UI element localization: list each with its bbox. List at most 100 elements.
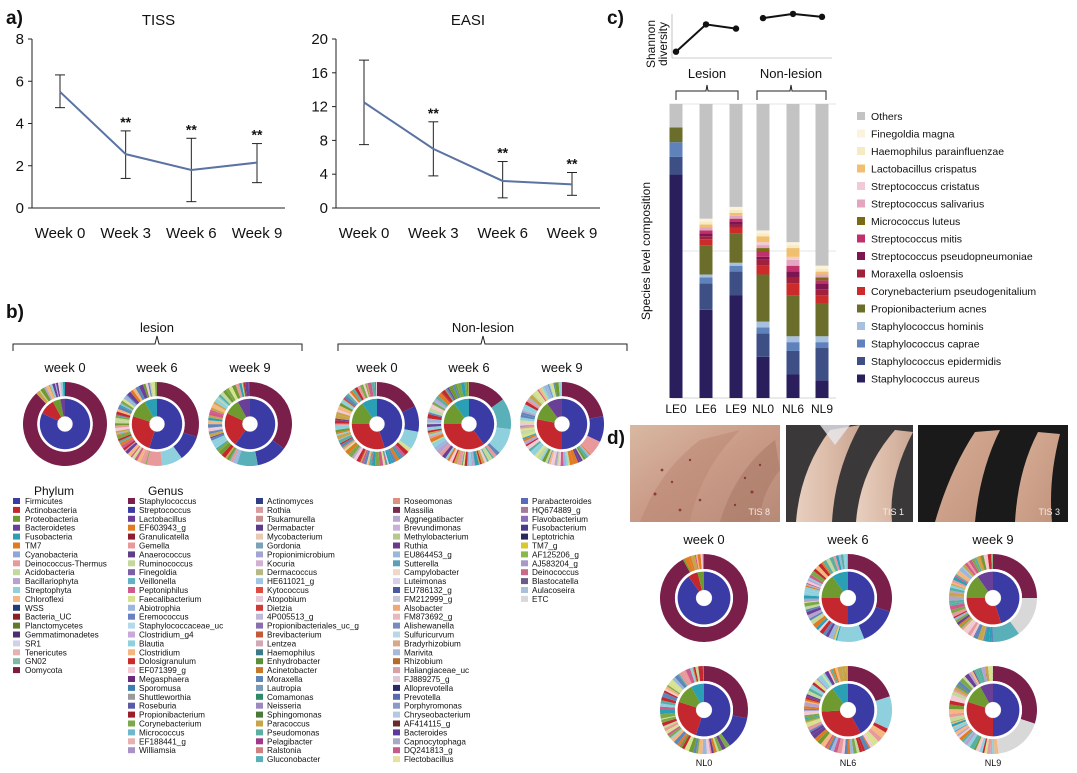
genus-segment (434, 398, 448, 409)
genus-segment (972, 670, 981, 685)
genus-segment (54, 382, 60, 398)
genus-segment (804, 592, 820, 597)
genus-legend-label: ETC (532, 595, 548, 604)
bar-segment (699, 236, 713, 240)
phylum-segment (677, 701, 702, 736)
genus-segment (441, 389, 453, 403)
donut-hole (695, 701, 713, 719)
genus-segment (959, 728, 973, 741)
legend-swatch (128, 604, 135, 611)
genus-segment (481, 448, 489, 462)
genus-segment (428, 412, 443, 418)
genus-segment (807, 578, 822, 587)
bar-segment (729, 218, 743, 222)
legend-swatch (13, 631, 20, 638)
genus-segment (818, 563, 831, 577)
genus-segment (950, 698, 965, 704)
genus-legend-label: FM873692_g (404, 613, 453, 622)
legend-swatch (256, 702, 263, 709)
genus-legend-label: Massilia (404, 506, 434, 515)
phylum-legend-label: TM7 (25, 542, 42, 551)
genus-segment (558, 382, 562, 397)
genus-legend-label: Capnocytophaga (404, 737, 466, 746)
y-tick-label: 4 (16, 116, 24, 133)
genus-segment (208, 424, 223, 428)
genus-segment (862, 733, 874, 748)
genus-segment (430, 404, 445, 414)
shannon-label-1: Shannon (644, 20, 658, 68)
genus-segment (208, 428, 223, 433)
genus-segment (125, 442, 138, 455)
genus-segment (572, 449, 581, 463)
genus-segment (375, 451, 380, 466)
legend-swatch (128, 515, 135, 522)
photo-score-2: TIS 1 (882, 507, 904, 517)
genus-segment (953, 689, 968, 698)
genus-segment (531, 393, 544, 405)
x-tick-label: LE9 (725, 402, 747, 416)
bar-segment (699, 218, 713, 222)
bar-segment (729, 206, 743, 210)
genus-segment (817, 674, 831, 689)
genus-segment (209, 430, 224, 438)
genus-legend-label: FM212999_g (404, 595, 453, 604)
genus-segment (521, 430, 536, 436)
genus-segment (851, 738, 858, 754)
phylum-segment (537, 403, 558, 423)
d-donut (660, 666, 748, 754)
genus-segment (124, 441, 137, 452)
genus-segment (248, 382, 250, 397)
genus-segment (371, 451, 376, 466)
bar-segment (729, 104, 743, 207)
photo-week0: TIS 8 (630, 425, 780, 522)
genus-segment (961, 566, 973, 578)
genus-segment (208, 420, 223, 425)
genus-segment (149, 382, 153, 397)
genus-segment (709, 738, 715, 754)
legend-swatch (393, 649, 400, 656)
genus-segment (469, 382, 503, 408)
genus-segment (234, 449, 242, 464)
genus-segment (804, 713, 820, 719)
genus-segment (523, 404, 538, 414)
legend-swatch (521, 515, 528, 522)
genus-segment (218, 394, 231, 406)
genus-segment (961, 618, 974, 631)
genus-segment (366, 383, 371, 398)
genus-legend-label: Sphingomonas (267, 711, 322, 720)
bar-segment (756, 327, 770, 334)
d-donut (660, 554, 749, 642)
genus-legend-label: Rhizobium (404, 657, 443, 666)
legend-swatch (256, 631, 263, 638)
genus-legend-label: Staphylococcaceae_uc (139, 622, 223, 631)
genus-segment (817, 619, 830, 632)
genus-legend-label: Sulfuricurvum (404, 631, 454, 640)
photo-week9: TIS 3 (918, 425, 1068, 522)
bar-segment (669, 127, 683, 143)
significance-label: ** (428, 105, 439, 121)
genus-legend-label: Chryseobacterium (404, 711, 471, 720)
genus-segment (36, 390, 49, 404)
legend-swatch (393, 595, 400, 602)
d-donut (949, 666, 1037, 755)
genus-segment (538, 387, 548, 402)
series-line (363, 101, 573, 186)
genus-segment (688, 737, 697, 753)
genus-segment (587, 416, 604, 442)
genus-segment (116, 408, 132, 416)
legend-swatch (857, 147, 865, 155)
bar-segment (786, 248, 800, 257)
genus-segment (700, 554, 704, 570)
genus-segment (949, 599, 965, 604)
genus-segment (834, 625, 840, 641)
genus-segment (127, 443, 140, 457)
genus-segment (383, 450, 388, 465)
legend-swatch (128, 711, 135, 718)
non-lesion-bracket (337, 335, 628, 351)
genus-segment (957, 727, 971, 739)
genus-segment (337, 405, 353, 415)
genus-segment (964, 673, 977, 688)
phylum-segment (977, 571, 993, 592)
genus-legend-label: FJ889275_g (404, 675, 450, 684)
genus-segment (523, 435, 538, 445)
